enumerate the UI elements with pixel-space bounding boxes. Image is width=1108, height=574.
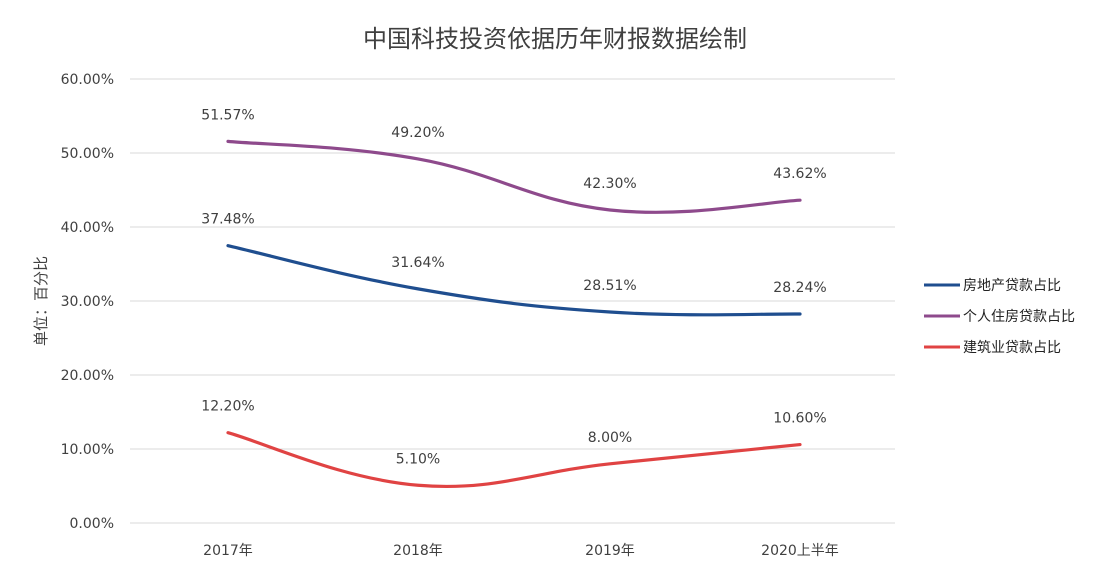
x-tick-label: 2017年 [203, 543, 253, 559]
series-line [226, 139, 802, 214]
legend-label: 个人住房贷款占比 [963, 309, 1075, 325]
x-tick-label: 2018年 [393, 543, 443, 559]
data-label: 43.62% [773, 166, 826, 182]
data-label: 28.24% [773, 280, 826, 296]
y-tick-label: 40.00% [61, 220, 114, 236]
data-label: 49.20% [391, 125, 444, 141]
data-label: 37.48% [201, 212, 254, 228]
x-tick-label: 2020上半年 [761, 543, 839, 559]
x-axis-ticks: 2017年 2018年 2019年 2020上半年 [203, 543, 839, 559]
y-tick-label: 30.00% [61, 294, 114, 310]
data-labels: 37.48% 31.64% 28.51% 28.24% 51.57% 49.20% 42.3… [201, 107, 826, 467]
data-label: 8.00% [588, 430, 632, 446]
gridlines [130, 78, 895, 524]
x-tick-label: 2019年 [585, 543, 635, 559]
series-line [226, 244, 802, 317]
y-tick-label: 50.00% [61, 146, 114, 162]
data-label: 5.10% [396, 451, 440, 467]
data-label: 42.30% [583, 176, 636, 192]
y-axis-label: 单位：百分比 [32, 256, 50, 346]
data-label: 10.60% [773, 411, 826, 427]
data-label: 12.20% [201, 399, 254, 415]
series-line [226, 431, 802, 489]
data-label: 51.57% [201, 107, 254, 123]
y-tick-label: 20.00% [61, 368, 114, 384]
chart-title: 中国科技投资依据历年财报数据绘制 [363, 25, 747, 53]
y-tick-label: 10.00% [61, 442, 114, 458]
y-tick-label: 0.00% [70, 516, 114, 532]
data-label: 31.64% [391, 255, 444, 271]
y-tick-label: 60.00% [61, 72, 114, 88]
data-label: 28.51% [583, 278, 636, 294]
legend-label: 建筑业贷款占比 [963, 340, 1061, 356]
series-lines [226, 139, 802, 489]
legend-label: 房地产贷款占比 [963, 278, 1061, 294]
y-axis-ticks: 0.00% 10.00% 20.00% 30.00% 40.00% 50.00% 60.00… [61, 72, 114, 532]
